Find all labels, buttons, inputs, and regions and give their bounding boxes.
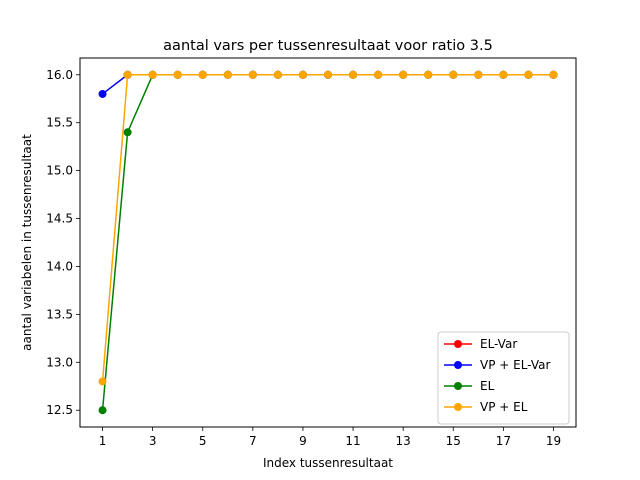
legend: EL-Var VP + EL-Var EL VP + EL xyxy=(437,331,570,425)
data-point xyxy=(123,70,132,79)
y-tick-label: 16.0 xyxy=(46,68,73,82)
legend-marker xyxy=(454,340,462,348)
x-tick-label: 11 xyxy=(345,434,360,448)
plot-frame xyxy=(79,57,577,428)
y-tick-label: 14.5 xyxy=(46,212,73,226)
chart-title: aantal vars per tussenresultaat voor rat… xyxy=(163,38,493,54)
y-tick-label: 13.0 xyxy=(46,355,73,369)
x-tick-label: 7 xyxy=(249,434,257,448)
data-point xyxy=(298,70,307,79)
x-axis-label: Index tussenresultaat xyxy=(263,456,393,470)
legend-marker xyxy=(454,382,462,390)
y-tick-label: 13.5 xyxy=(46,307,73,321)
data-point xyxy=(98,406,107,415)
legend-label: EL-Var xyxy=(480,337,517,351)
legend-item: EL xyxy=(444,379,495,393)
legend-frame xyxy=(437,331,570,425)
x-tick-label: 19 xyxy=(546,434,561,448)
x-tick-label: 1 xyxy=(99,434,107,448)
data-point xyxy=(324,70,332,79)
data-point xyxy=(173,70,182,79)
data-point xyxy=(424,70,433,79)
y-tick-label: 14.0 xyxy=(46,259,73,273)
data-point xyxy=(524,70,533,79)
data-point xyxy=(349,70,358,79)
data-point xyxy=(474,70,483,79)
x-tick-label: 9 xyxy=(299,434,307,448)
data-point xyxy=(148,70,157,79)
y-tick-label: 15.0 xyxy=(46,164,73,178)
data-point xyxy=(374,70,383,79)
x-tick-label: 5 xyxy=(199,434,207,448)
plot-area xyxy=(98,70,558,415)
legend-label: VP + EL-Var xyxy=(480,358,550,372)
data-point xyxy=(198,70,207,79)
x-tick-label: 3 xyxy=(149,434,157,448)
y-axis: 12.5 13.0 13.5 14.0 14.5 15.0 15.5 16.0 xyxy=(46,68,80,417)
x-tick-label: 17 xyxy=(496,434,511,448)
legend-marker xyxy=(454,403,462,411)
legend-marker xyxy=(454,361,462,369)
data-point xyxy=(248,70,257,79)
y-tick-label: 15.5 xyxy=(46,116,73,130)
data-point xyxy=(123,128,132,137)
y-axis-label: aantal variabelen in tussenresultaat xyxy=(20,134,34,351)
data-point xyxy=(399,70,408,79)
series-vp-el xyxy=(98,70,558,386)
data-point xyxy=(449,70,458,79)
y-tick-label: 12.5 xyxy=(46,403,73,417)
data-point xyxy=(273,70,282,79)
x-tick-label: 13 xyxy=(396,434,411,448)
data-point xyxy=(98,89,107,98)
legend-label: VP + EL xyxy=(480,400,528,414)
x-tick-label: 15 xyxy=(446,434,461,448)
legend-item: EL-Var xyxy=(444,337,517,351)
legend-item: VP + EL-Var xyxy=(444,358,550,372)
legend-item: VP + EL xyxy=(444,400,528,414)
data-point xyxy=(499,70,508,79)
data-point xyxy=(223,70,232,79)
data-point xyxy=(549,70,558,79)
legend-label: EL xyxy=(480,379,495,393)
data-point xyxy=(98,377,107,386)
x-axis: 1 3 5 7 9 11 13 15 17 19 xyxy=(99,427,561,448)
